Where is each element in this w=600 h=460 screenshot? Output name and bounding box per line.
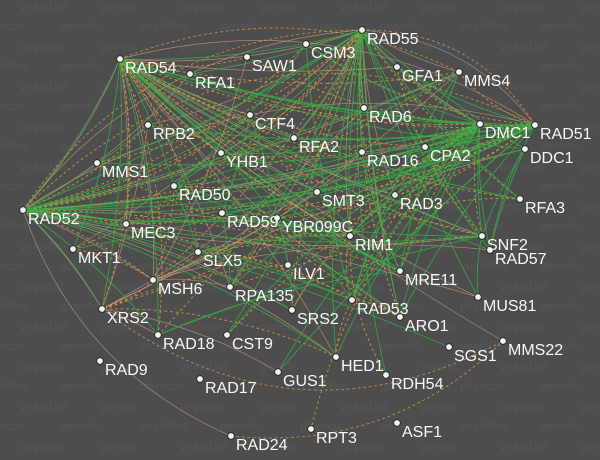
svg-text:yeastNet: yeastNet [340, 0, 388, 13]
svg-text:yeastNet: yeastNet [20, 319, 68, 333]
svg-text:yeastNet: yeastNet [20, 399, 68, 413]
svg-text:genetic: genetic [60, 59, 99, 73]
svg-text:physical: physical [180, 319, 223, 333]
svg-text:physical: physical [20, 279, 63, 293]
svg-text:genetic: genetic [580, 199, 600, 213]
svg-text:genetic: genetic [100, 399, 139, 413]
svg-text:yeastNet: yeastNet [140, 419, 188, 433]
svg-text:yeastNet: yeastNet [340, 399, 388, 413]
svg-text:yeastNet: yeastNet [460, 419, 508, 433]
svg-text:genetic: genetic [580, 159, 600, 173]
svg-text:physical: physical [0, 19, 23, 33]
svg-text:physical: physical [0, 419, 23, 433]
svg-text:physical: physical [20, 439, 63, 453]
svg-text:genetic: genetic [540, 379, 579, 393]
svg-text:yeastNet: yeastNet [0, 299, 28, 313]
svg-text:genetic: genetic [540, 219, 579, 233]
svg-text:physical: physical [500, 319, 543, 333]
svg-text:genetic: genetic [420, 39, 459, 53]
svg-text:physical: physical [20, 119, 63, 133]
svg-text:genetic: genetic [580, 239, 600, 253]
svg-text:yeastNet: yeastNet [20, 79, 68, 93]
svg-text:genetic: genetic [60, 179, 99, 193]
svg-text:yeastNet: yeastNet [500, 359, 548, 373]
svg-text:yeastNet: yeastNet [0, 219, 28, 233]
svg-text:yeastNet: yeastNet [180, 39, 228, 53]
svg-text:physical: physical [20, 39, 63, 53]
svg-text:yeastNet: yeastNet [180, 359, 228, 373]
svg-text:yeastNet: yeastNet [180, 439, 228, 453]
svg-text:yeastNet: yeastNet [140, 19, 188, 33]
svg-text:genetic: genetic [60, 299, 99, 313]
svg-text:genetic: genetic [220, 419, 259, 433]
svg-text:genetic: genetic [100, 439, 139, 453]
svg-text:genetic: genetic [540, 99, 579, 113]
svg-text:genetic: genetic [100, 0, 139, 13]
svg-text:genetic: genetic [100, 39, 139, 53]
svg-text:physical: physical [500, 399, 543, 413]
svg-text:yeastNet: yeastNet [500, 39, 548, 53]
svg-text:genetic: genetic [540, 419, 579, 433]
svg-text:genetic: genetic [580, 399, 600, 413]
svg-text:genetic: genetic [540, 59, 579, 73]
svg-text:yeastNet: yeastNet [0, 139, 28, 153]
svg-text:genetic: genetic [580, 39, 600, 53]
svg-text:genetic: genetic [60, 419, 99, 433]
svg-text:physical: physical [180, 0, 223, 13]
svg-text:physical: physical [0, 339, 23, 353]
svg-text:genetic: genetic [580, 0, 600, 13]
svg-text:yeastNet: yeastNet [500, 279, 548, 293]
svg-text:yeastNet: yeastNet [460, 19, 508, 33]
svg-text:yeastNet: yeastNet [20, 0, 68, 13]
svg-text:genetic: genetic [580, 79, 600, 93]
svg-text:genetic: genetic [540, 179, 579, 193]
svg-text:genetic: genetic [540, 299, 579, 313]
svg-text:genetic: genetic [380, 339, 419, 353]
svg-text:yeastNet: yeastNet [0, 379, 28, 393]
svg-text:physical: physical [180, 399, 223, 413]
svg-text:genetic: genetic [580, 359, 600, 373]
svg-text:genetic: genetic [220, 99, 259, 113]
svg-text:yeastNet: yeastNet [500, 439, 548, 453]
svg-text:physical: physical [0, 99, 23, 113]
svg-text:physical: physical [140, 379, 183, 393]
svg-text:genetic: genetic [260, 0, 299, 13]
svg-text:genetic: genetic [580, 439, 600, 453]
svg-text:genetic: genetic [420, 0, 459, 13]
svg-text:yeastNet: yeastNet [340, 319, 388, 333]
svg-text:genetic: genetic [60, 339, 99, 353]
svg-text:genetic: genetic [60, 19, 99, 33]
svg-text:genetic: genetic [420, 359, 459, 373]
svg-text:genetic: genetic [580, 319, 600, 333]
svg-text:physical: physical [0, 259, 23, 273]
svg-text:genetic: genetic [60, 379, 99, 393]
svg-text:genetic: genetic [420, 399, 459, 413]
svg-text:genetic: genetic [260, 399, 299, 413]
svg-text:yeastNet: yeastNet [0, 59, 28, 73]
svg-text:genetic: genetic [540, 19, 579, 33]
svg-text:physical: physical [20, 359, 63, 373]
svg-text:genetic: genetic [420, 439, 459, 453]
svg-text:genetic: genetic [580, 279, 600, 293]
svg-text:physical: physical [500, 0, 543, 13]
svg-text:physical: physical [460, 379, 503, 393]
svg-text:physical: physical [0, 179, 23, 193]
